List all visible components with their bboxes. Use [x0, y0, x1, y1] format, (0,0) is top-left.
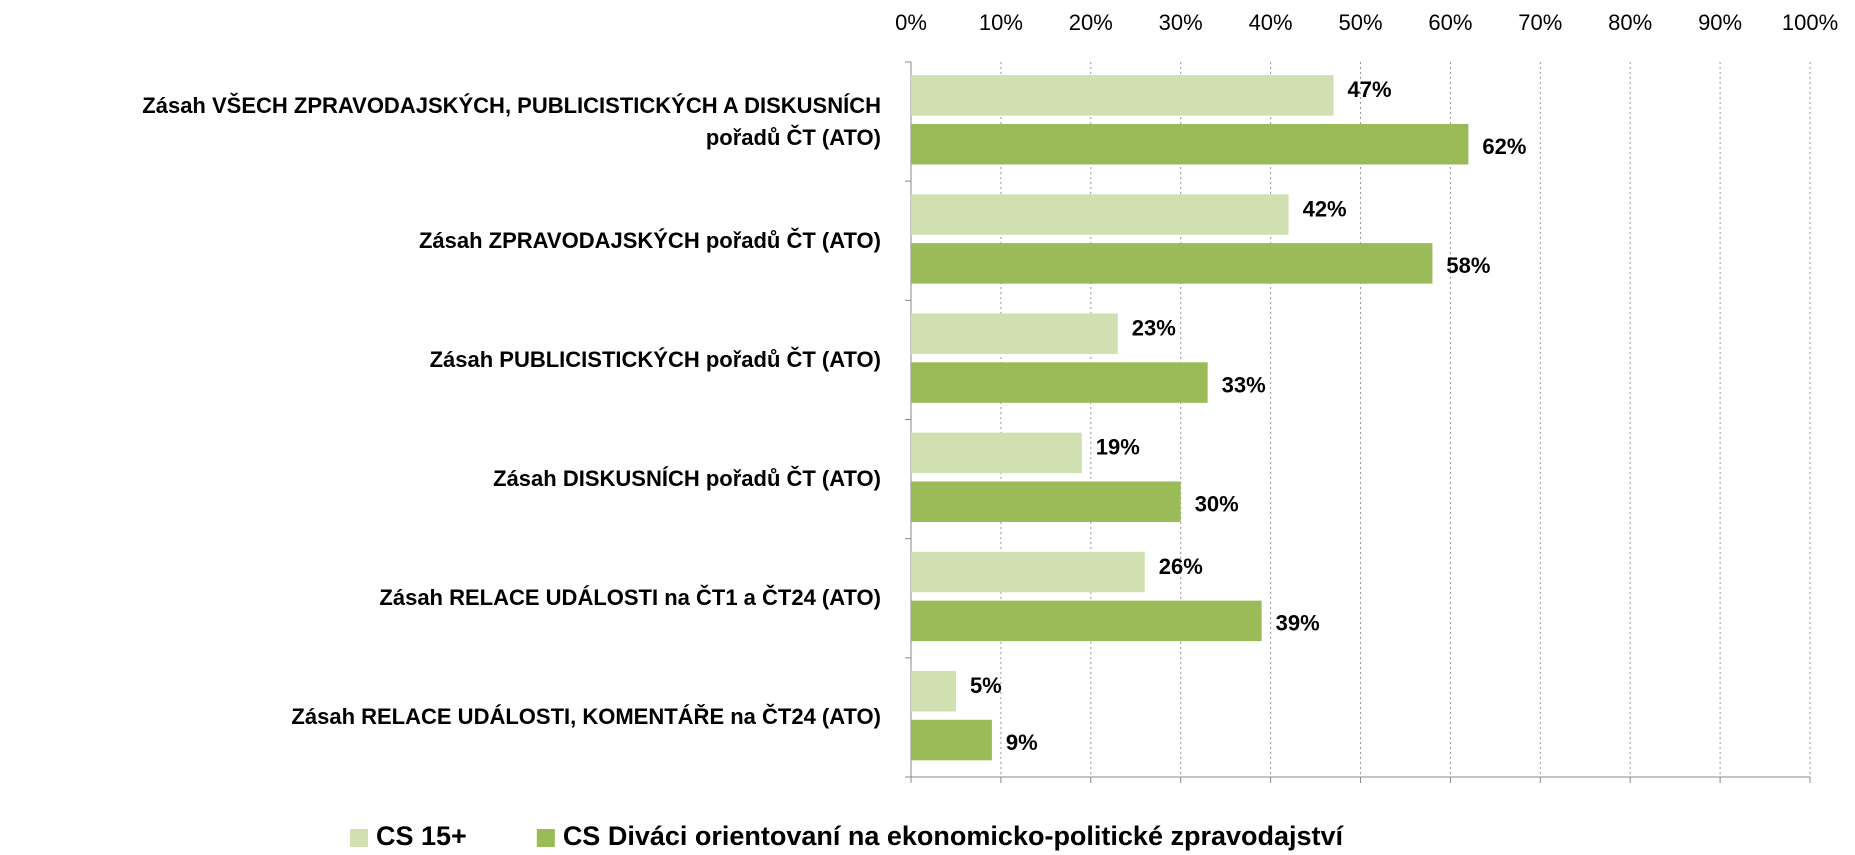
category-label: Zásah PUBLICISTICKÝCH pořadů ČT (ATO): [429, 346, 881, 372]
bar: [911, 481, 1181, 522]
x-tick-label: 30%: [1159, 10, 1203, 35]
data-label: 33%: [1222, 372, 1266, 397]
x-tick-label: 70%: [1518, 10, 1562, 35]
legend-swatch: [536, 829, 555, 847]
bar: [911, 75, 1334, 116]
data-label: 30%: [1195, 492, 1239, 517]
x-tick-label: 60%: [1428, 10, 1472, 35]
category-label: Zásah ZPRAVODAJSKÝCH pořadů ČT (ATO): [418, 227, 881, 253]
category-label: Zásah DISKUSNÍCH pořadů ČT (ATO): [493, 466, 881, 492]
bar: [911, 194, 1289, 235]
x-tick-label: 80%: [1608, 10, 1652, 35]
data-label: 39%: [1276, 611, 1320, 636]
x-tick-label: 90%: [1698, 10, 1742, 35]
legend-label: CS Diváci orientovaní na ekonomicko-poli…: [563, 821, 1345, 851]
bar: [911, 600, 1262, 642]
data-label: 47%: [1348, 77, 1392, 102]
data-label: 42%: [1303, 196, 1347, 221]
bar: [911, 362, 1208, 403]
bar: [911, 670, 956, 712]
data-label: 19%: [1096, 435, 1140, 460]
data-label: 62%: [1482, 134, 1526, 159]
category-label: Zásah VŠECH ZPRAVODAJSKÝCH, PUBLICISTICK…: [142, 92, 881, 150]
data-label: 9%: [1006, 730, 1038, 755]
x-tick-label: 20%: [1069, 10, 1113, 35]
bar: [911, 243, 1433, 284]
category-label: Zásah RELACE UDÁLOSTI na ČT1 a ČT24 (ATO…: [379, 585, 881, 611]
bar: [911, 719, 992, 761]
bar: [911, 432, 1082, 474]
x-tick-label: 50%: [1338, 10, 1382, 35]
category-label: Zásah RELACE UDÁLOSTI, KOMENTÁŘE na ČT24…: [291, 704, 881, 730]
x-tick-label: 40%: [1249, 10, 1293, 35]
bar: [911, 551, 1145, 593]
legend-swatch: [350, 829, 368, 847]
x-tick-label: 100%: [1782, 10, 1838, 35]
bar: [911, 313, 1118, 354]
data-label: 23%: [1132, 316, 1176, 341]
legend-label: CS 15+: [376, 821, 467, 851]
data-label: 58%: [1446, 253, 1490, 278]
x-tick-label: 0%: [895, 10, 927, 35]
x-tick-label: 10%: [979, 10, 1023, 35]
data-label: 26%: [1159, 554, 1203, 579]
data-label: 5%: [970, 673, 1002, 698]
bar: [911, 123, 1469, 165]
